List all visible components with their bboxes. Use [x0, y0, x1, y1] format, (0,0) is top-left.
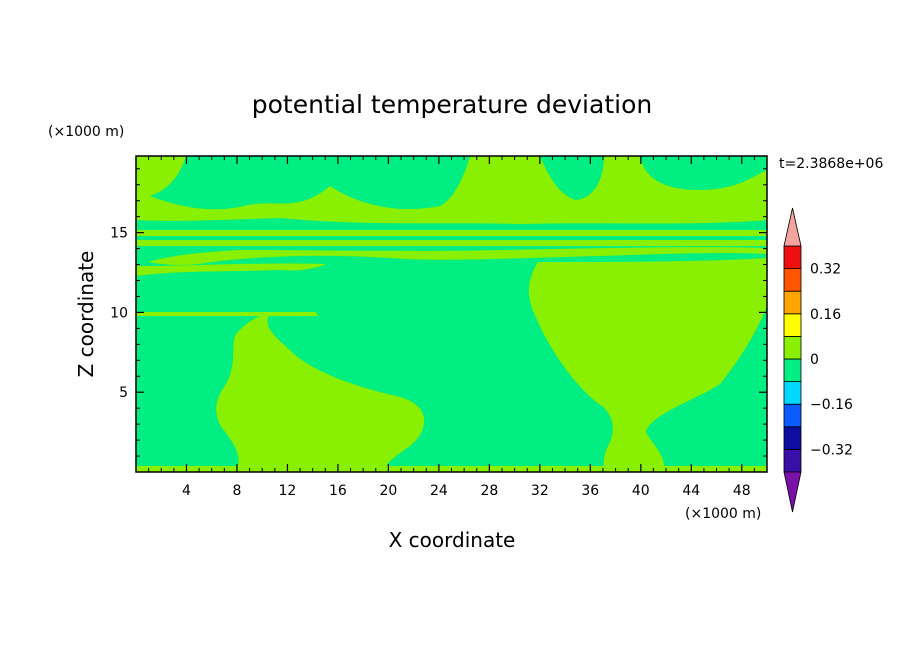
colorbar-tick-label: −0.16	[810, 397, 853, 413]
colorbar-over-arrow	[783, 207, 802, 247]
x-tick-label: 36	[581, 483, 599, 499]
colorbar: 0.32 0.16 0 −0.16 −0.32	[783, 207, 853, 513]
colorbar-tick-label: 0.32	[810, 262, 841, 278]
y-axis-label: Z coordinate	[74, 251, 98, 378]
colorbar-swatch	[783, 426, 802, 450]
colorbar-swatch	[783, 381, 802, 405]
x-tick-label: 8	[232, 483, 241, 499]
colorbar-swatch	[783, 313, 802, 337]
x-tick-label: 48	[733, 483, 751, 499]
y-unit-label: (×1000 m)	[48, 124, 124, 140]
y-axis-ticks: 5 10 15	[110, 168, 767, 457]
layer-upper-b	[136, 263, 326, 276]
y-tick-label: 15	[110, 226, 128, 242]
x-tick-label: 40	[632, 483, 650, 499]
colorbar-swatch	[783, 335, 802, 360]
layer-upper-a	[148, 247, 767, 265]
right-plume	[528, 258, 767, 472]
x-tick-label: 24	[430, 483, 448, 499]
layer-band-15	[136, 240, 767, 246]
colorbar-tick-label: 0	[810, 352, 819, 368]
x-tick-label: 28	[480, 483, 498, 499]
x-tick-label: 44	[682, 483, 700, 499]
colorbar-under-arrow	[783, 471, 802, 513]
colorbar-swatch	[783, 268, 802, 292]
top-zone	[136, 156, 767, 224]
layer-mid	[136, 312, 318, 316]
colorbar-tick-label: −0.32	[810, 442, 853, 458]
colorbar-swatch	[783, 448, 802, 473]
colorbar-swatch	[783, 403, 802, 428]
x-axis-label: X coordinate	[389, 528, 516, 552]
contour-field	[136, 156, 767, 472]
x-tick-label: 32	[531, 483, 549, 499]
y-tick-label: 5	[119, 385, 128, 401]
colorbar-tick-label: 0.16	[810, 307, 841, 323]
colorbar-swatch	[783, 290, 802, 315]
x-tick-label: 4	[182, 483, 191, 499]
x-tick-label: 20	[379, 483, 397, 499]
colorbar-swatch	[783, 358, 802, 383]
chart-title: potential temperature deviation	[252, 90, 652, 119]
time-label: t=2.3868e+06	[779, 156, 883, 172]
x-unit-label: (×1000 m)	[685, 506, 761, 522]
x-tick-label: 12	[279, 483, 297, 499]
layer-band-15b	[136, 230, 767, 236]
colorbar-swatch	[783, 245, 802, 270]
y-tick-label: 10	[110, 305, 128, 321]
x-tick-label: 16	[329, 483, 347, 499]
x-axis-ticks: 4 8 12 16 20 24 28 32 36 40 44 48	[148, 156, 755, 499]
left-plume	[216, 312, 425, 472]
